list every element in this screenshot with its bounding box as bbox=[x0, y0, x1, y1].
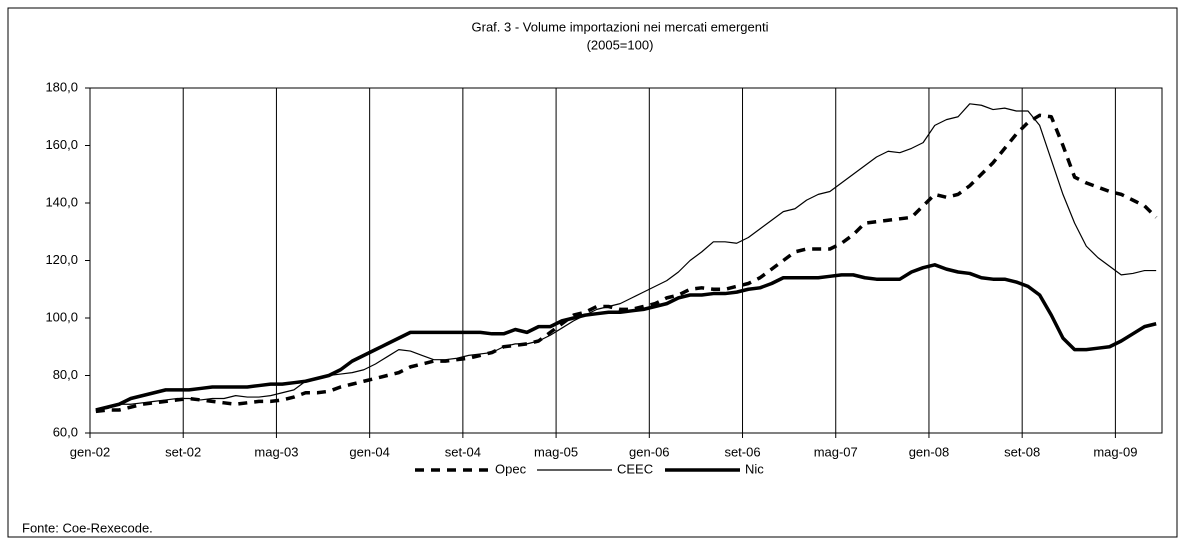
legend-label: CEEC bbox=[617, 461, 653, 476]
y-tick-label: 180,0 bbox=[45, 79, 78, 94]
chart-title: Graf. 3 - Volume importazioni nei mercat… bbox=[472, 19, 769, 34]
y-tick-label: 160,0 bbox=[45, 137, 78, 152]
x-tick-label: mag-07 bbox=[814, 444, 858, 459]
legend-label: Opec bbox=[495, 461, 527, 476]
y-tick-label: 60,0 bbox=[53, 424, 78, 439]
y-tick-label: 80,0 bbox=[53, 367, 78, 382]
x-tick-label: gen-04 bbox=[349, 444, 389, 459]
series-line bbox=[95, 103, 1157, 411]
source: Fonte: Coe-Rexecode. bbox=[22, 520, 153, 535]
x-tick-label: set-02 bbox=[165, 444, 201, 459]
x-tick-label: gen-02 bbox=[70, 444, 110, 459]
x-tick-label: mag-09 bbox=[1093, 444, 1137, 459]
y-tick-label: 120,0 bbox=[45, 252, 78, 267]
y-tick-label: 100,0 bbox=[45, 309, 78, 324]
x-tick-label: gen-08 bbox=[909, 444, 949, 459]
x-tick-label: set-08 bbox=[1004, 444, 1040, 459]
series-line bbox=[95, 263, 1157, 412]
x-tick-label: mag-05 bbox=[534, 444, 578, 459]
y-tick-label: 140,0 bbox=[45, 194, 78, 209]
plot-area bbox=[89, 87, 1163, 434]
series-line bbox=[95, 113, 1158, 414]
legend-label: Nic bbox=[745, 461, 764, 476]
x-tick-label: set-06 bbox=[724, 444, 760, 459]
x-tick-label: gen-06 bbox=[629, 444, 669, 459]
x-tick-label: set-04 bbox=[445, 444, 481, 459]
x-tick-label: mag-03 bbox=[254, 444, 298, 459]
chart-subtitle: (2005=100) bbox=[587, 37, 654, 52]
